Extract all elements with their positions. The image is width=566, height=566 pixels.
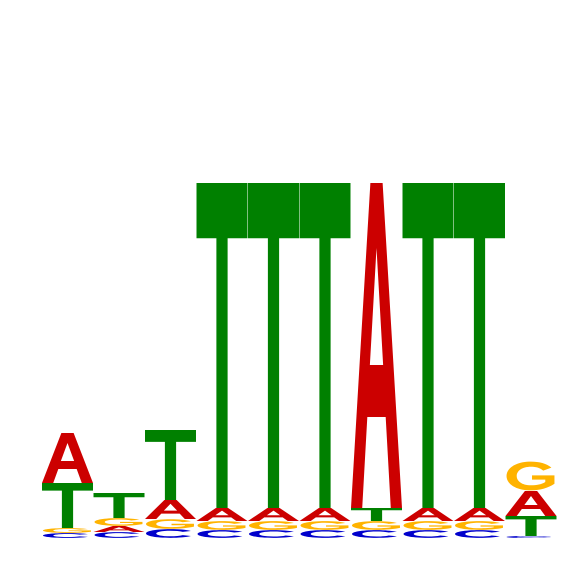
- logo-position-4: [196, 183, 248, 538]
- letter-a: [93, 526, 145, 532]
- letter-t: [93, 493, 145, 518]
- logo-position-7: [351, 183, 402, 538]
- letter-stacks: [42, 183, 557, 538]
- letter-t: [454, 183, 505, 508]
- letter-g: [43, 528, 91, 533]
- letter-g: [352, 521, 400, 530]
- letter-c: [197, 530, 243, 538]
- letter-c: [146, 529, 191, 538]
- letter-t: [248, 183, 299, 508]
- letter-t: [351, 508, 402, 521]
- letter-a: [196, 508, 248, 521]
- letter-c: [249, 530, 294, 538]
- logo-position-8: [402, 183, 454, 538]
- letter-t: [505, 516, 557, 536]
- letter-a: [454, 508, 505, 521]
- letter-c: [403, 530, 449, 538]
- letter-c: [352, 530, 397, 538]
- letter-a: [248, 508, 299, 521]
- letter-a: [42, 433, 93, 483]
- letter-c: [94, 532, 140, 538]
- letter-t: [145, 430, 196, 500]
- letter-g: [249, 521, 297, 530]
- logo-position-9: [454, 183, 505, 538]
- logo-position-1: [42, 433, 93, 538]
- letter-c: [300, 530, 346, 538]
- letter-g: [197, 521, 246, 530]
- letter-g: [506, 461, 555, 491]
- letter-g: [146, 519, 194, 529]
- letter-g: [94, 518, 143, 526]
- logo-position-3: [145, 430, 196, 538]
- letter-a: [402, 508, 454, 521]
- letter-t: [402, 183, 454, 508]
- letter-g: [455, 521, 503, 530]
- logo-position-2: [93, 493, 145, 538]
- letter-t: [196, 183, 248, 508]
- letter-g: [403, 521, 452, 530]
- letter-g: [300, 521, 349, 530]
- logo-position-10: [505, 461, 557, 538]
- letter-c: [506, 536, 552, 538]
- letter-c: [43, 533, 88, 538]
- letter-a: [351, 183, 402, 508]
- letter-c: [455, 530, 500, 538]
- logo-position-6: [299, 183, 351, 538]
- letter-a: [299, 508, 351, 521]
- letter-t: [299, 183, 351, 508]
- letter-a: [145, 500, 196, 519]
- letter-t: [42, 483, 93, 528]
- letter-a: [505, 491, 557, 516]
- logo-position-5: [248, 183, 299, 538]
